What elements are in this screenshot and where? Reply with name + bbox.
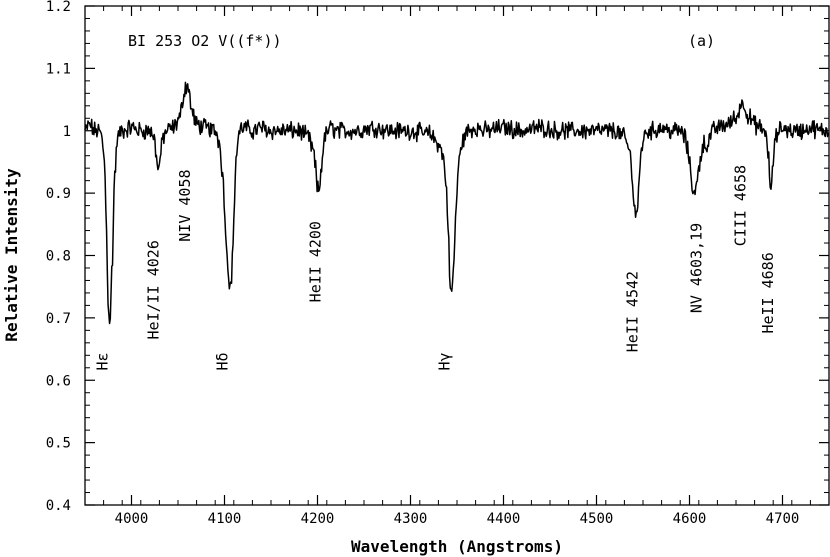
y-tick-label: 0.4 xyxy=(46,498,71,514)
spectrum-series-line xyxy=(84,81,829,325)
spectral-line-label: HeII 4686 xyxy=(759,252,777,333)
spectral-line-label: HeI/II 4026 xyxy=(145,240,163,339)
x-tick-label: 4000 xyxy=(115,511,149,527)
chart-title: BI 253 O2 V((f*)) xyxy=(128,32,282,50)
x-tick-label: 4400 xyxy=(487,511,521,527)
x-tick-label: 4100 xyxy=(208,511,242,527)
y-tick-label: 1 xyxy=(63,124,71,140)
spectral-line-label: HeII 4200 xyxy=(306,221,324,302)
y-tick-label: 1.2 xyxy=(46,0,71,15)
x-tick-label: 4500 xyxy=(580,511,614,527)
x-tick-label: 4700 xyxy=(766,511,800,527)
spectral-line-label: HeII 4542 xyxy=(623,271,641,352)
y-tick-label: 1.1 xyxy=(46,61,71,77)
axis-ticks xyxy=(84,5,830,506)
x-tick-label: 4200 xyxy=(301,511,335,527)
spectral-line-label: CIII 4658 xyxy=(731,165,749,246)
x-tick-label: 4600 xyxy=(673,511,707,527)
y-tick-label: 0.5 xyxy=(46,436,71,452)
axis-tick-labels: 4000 4100 4200 4300 4400 4500 4600 4700 0.4 0.5 0.… xyxy=(46,0,800,527)
y-tick-label: 0.9 xyxy=(46,186,71,202)
spectral-line-label: Hγ xyxy=(436,352,454,370)
x-axis-title: Wavelength (Angstroms) xyxy=(351,537,563,556)
y-tick-label: 0.8 xyxy=(46,249,71,265)
y-tick-label: 0.6 xyxy=(46,373,71,389)
panel-label: (a) xyxy=(688,32,715,50)
spectral-line-label: NIV 4058 xyxy=(176,169,194,241)
x-tick-label: 4300 xyxy=(394,511,428,527)
spectral-line-label: Hδ xyxy=(213,352,231,370)
y-axis-title: Relative Intensity xyxy=(2,168,21,342)
line-annotations: Hε HeI/II 4026 NIV 4058 Hδ HeII 4200 Hγ HeII 4… xyxy=(93,165,777,371)
spectral-line-label: Hε xyxy=(93,352,111,370)
spectral-line-label: NV 4603,19 xyxy=(688,223,706,313)
y-tick-label: 0.7 xyxy=(46,311,71,327)
